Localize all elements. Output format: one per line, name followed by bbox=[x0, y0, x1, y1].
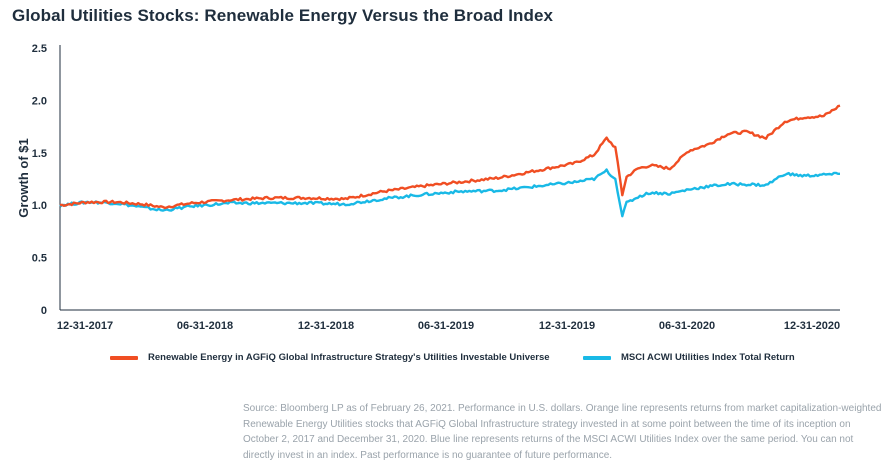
y-tick-label: 2.5 bbox=[32, 43, 47, 55]
legend-swatch-orange bbox=[110, 355, 138, 360]
y-axis-label: Growth of $1 bbox=[16, 138, 31, 217]
legend-item-renewable: Renewable Energy in AGFiQ Global Infrast… bbox=[110, 352, 550, 363]
legend-label-msci: MSCI ACWI Utilities Index Total Return bbox=[621, 352, 795, 363]
legend-label-renewable: Renewable Energy in AGFiQ Global Infrast… bbox=[148, 352, 550, 363]
source-note: Source: Bloomberg LP as of February 26, … bbox=[243, 403, 882, 461]
x-tick-label: 12-31-2020 bbox=[784, 320, 840, 332]
x-tick-label: 12-31-2018 bbox=[298, 320, 354, 332]
y-tick-label: 0.5 bbox=[32, 253, 47, 265]
x-tick-labels: 12-31-2017 06-31-2018 12-31-2018 06-31-2019… bbox=[57, 320, 840, 332]
line-chart: Growth of $1 0 0.5 1.0 1.5 2.0 2.5 12-31-2017… bbox=[16, 43, 841, 332]
y-tick-label: 2.0 bbox=[32, 95, 47, 107]
x-tick-label: 12-31-2019 bbox=[539, 320, 595, 332]
series-line-renewable bbox=[59, 104, 841, 210]
y-tick-label: 1.5 bbox=[32, 148, 47, 160]
x-tick-label: 06-31-2020 bbox=[659, 320, 715, 332]
series-line-msci bbox=[59, 168, 840, 218]
x-tick-label: 06-31-2018 bbox=[177, 320, 233, 332]
chart-title: Global Utilities Stocks: Renewable Energ… bbox=[12, 6, 554, 25]
x-tick-label: 12-31-2017 bbox=[57, 320, 113, 332]
y-tick-label: 1.0 bbox=[32, 200, 47, 212]
legend: Renewable Energy in AGFiQ Global Infrast… bbox=[0, 352, 890, 370]
series-lines bbox=[59, 104, 841, 218]
legend-item-msci: MSCI ACWI Utilities Index Total Return bbox=[583, 352, 795, 363]
y-tick-labels: 0 0.5 1.0 1.5 2.0 2.5 bbox=[32, 43, 47, 317]
legend-swatch-blue bbox=[583, 355, 611, 360]
x-tick-label: 06-31-2019 bbox=[418, 320, 474, 332]
y-tick-label: 0 bbox=[41, 305, 47, 317]
